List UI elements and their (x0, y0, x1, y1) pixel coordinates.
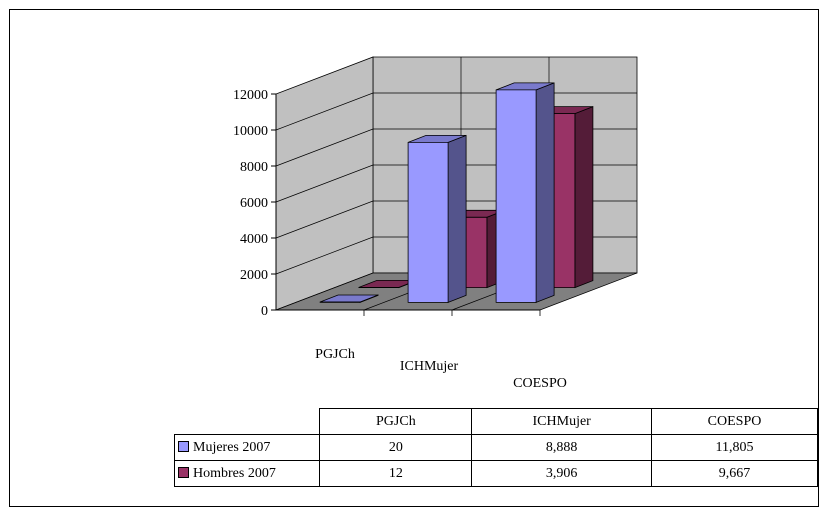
legend-label-mujeres: Mujeres 2007 (193, 439, 271, 455)
y-tick-label: 6000 (240, 196, 268, 211)
table-cell: 3,906 (471, 460, 653, 487)
x-tick-label: PGJCh (315, 347, 355, 362)
chart-3d-bar: 0 2000 4000 6000 8000 10000 12000 PGJCh ICHMujer… (233, 56, 638, 391)
bar-mujeres-2007-1-side (447, 134, 467, 303)
bar-mujeres-2007-1-front (407, 141, 449, 303)
legend-label-hombres: Hombres 2007 (193, 465, 276, 481)
legend-swatch-hombres (178, 466, 189, 478)
y-tick-label: 10000 (233, 124, 268, 139)
table-header-coespo: COESPO (651, 408, 818, 435)
data-table: PGJCh ICHMujer COESPO Mujeres 2007 20 8,… (173, 408, 818, 487)
x-tick-label: ICHMujer (400, 359, 459, 374)
bar-mujeres-2007-2-front (495, 89, 537, 303)
table-row-hombres: Hombres 2007 12 3,906 9,667 (173, 460, 818, 487)
y-tick-label: 4000 (240, 232, 268, 247)
table-row-mujeres: Mujeres 2007 20 8,888 11,805 (173, 434, 818, 461)
chart-frame: 0 2000 4000 6000 8000 10000 12000 PGJCh ICHMujer… (9, 9, 819, 507)
y-tick-label: 2000 (240, 268, 268, 283)
table-cell: 8,888 (471, 434, 653, 461)
legend-hombres: Hombres 2007 (173, 460, 321, 487)
table-header-pgjch: PGJCh (319, 408, 473, 435)
table-cell: 20 (319, 434, 473, 461)
legend-swatch-mujeres (178, 440, 189, 452)
legend-mujeres: Mujeres 2007 (173, 434, 321, 461)
x-tick-label: COESPO (513, 376, 567, 391)
table-header-row: PGJCh ICHMujer COESPO (174, 408, 818, 435)
table-cell: 11,805 (651, 434, 818, 461)
table-header-ichmujer: ICHMujer (471, 408, 653, 435)
table-cell: 9,667 (651, 460, 818, 487)
y-tick-label: 8000 (240, 160, 268, 175)
y-tick-label: 12000 (233, 88, 268, 103)
table-cell: 12 (319, 460, 473, 487)
bar-hombres-2007-2-side (574, 106, 594, 289)
bar-mujeres-2007-2-side (535, 82, 555, 303)
y-tick-label: 0 (261, 304, 268, 319)
